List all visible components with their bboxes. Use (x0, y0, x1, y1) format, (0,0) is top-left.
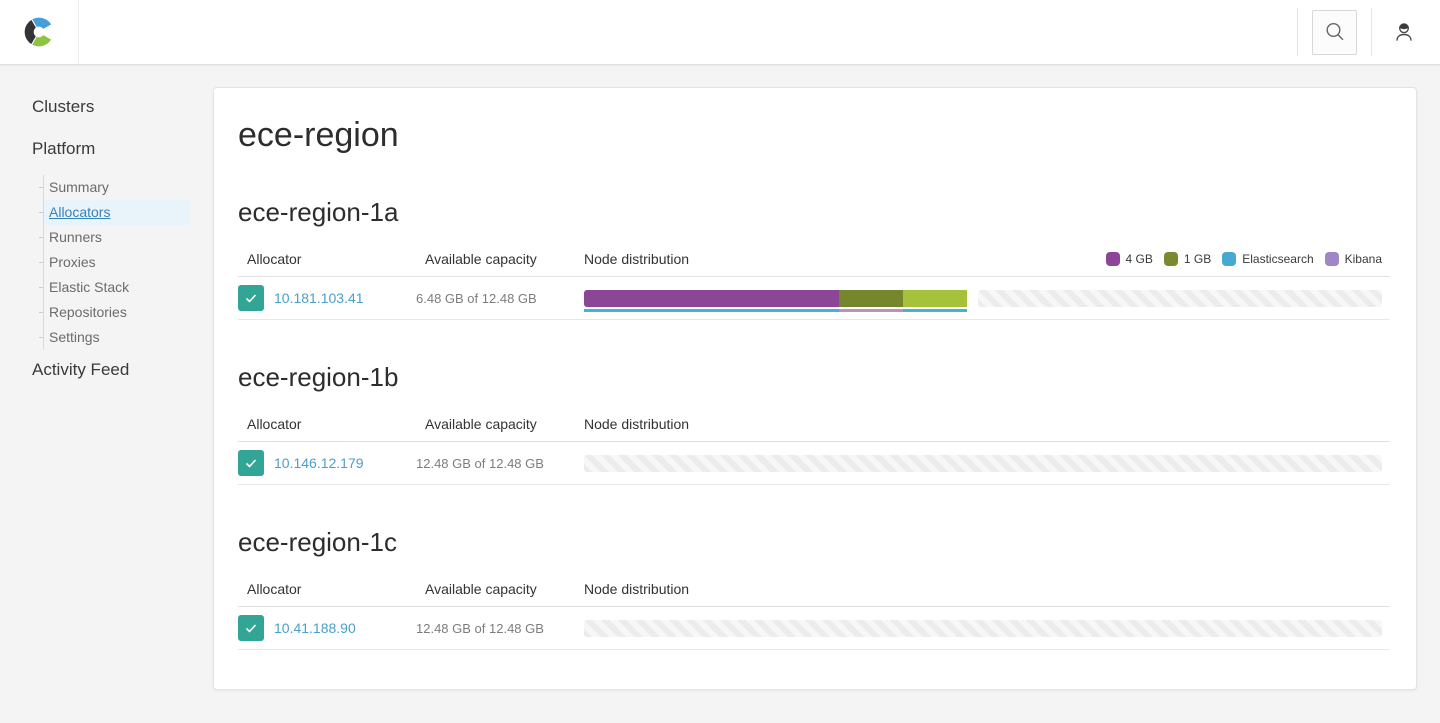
table-row: 10.146.12.179 12.48 GB of 12.48 GB (238, 442, 1390, 485)
node-type-underline (584, 308, 840, 312)
sidebar-item-elastic-stack[interactable]: Elastic Stack (39, 275, 190, 300)
column-header-node-distribution: Node distribution (584, 250, 690, 267)
node-distribution-cell (575, 289, 1390, 312)
sidebar-item-clusters[interactable]: Clusters (32, 97, 95, 116)
sidebar-submenu: Summary Allocators Runners Proxies Elastic S… (39, 175, 213, 350)
content-card: ece-region ece-region-1a Allocator Availab… (213, 87, 1417, 690)
legend-label: 4 GB (1125, 251, 1153, 266)
column-header-capacity: Available capacity (425, 580, 537, 597)
node-distribution-cell (575, 454, 1390, 472)
node-distribution-bar (584, 619, 1382, 637)
available-capacity: 12.48 GB of 12.48 GB (416, 620, 544, 636)
sidebar-item-platform[interactable]: Platform (32, 139, 96, 158)
top-bar (0, 0, 1440, 65)
user-icon (1396, 23, 1412, 41)
sidebar-item-runners[interactable]: Runners (39, 225, 190, 250)
legend-swatch (1163, 251, 1178, 266)
legend-label: Kibana (1344, 251, 1382, 266)
user-menu-button[interactable] (1392, 20, 1416, 44)
legend-item: Kibana (1324, 251, 1382, 266)
node-type-underline (839, 308, 904, 312)
topbar-divider (1371, 8, 1372, 56)
search-button[interactable] (1312, 9, 1357, 55)
legend-item: 1 GB (1163, 251, 1212, 266)
allocator-cell: 10.181.103.41 (238, 285, 416, 311)
table-row: 10.41.188.90 12.48 GB of 12.48 GB (238, 607, 1390, 650)
node-segment-4gb-elasticsearch (584, 289, 840, 312)
column-header-allocator: Allocator (247, 580, 302, 597)
sidebar: Clusters Platform Summary Allocators Runners… (0, 65, 213, 723)
topbar-controls (1297, 0, 1440, 64)
allocator-ip-link[interactable]: 10.146.12.179 (274, 455, 364, 471)
table-header-row: Allocator Available capacity Node distribu… (238, 406, 1390, 442)
allocator-ip-link[interactable]: 10.181.103.41 (274, 290, 364, 306)
allocator-cell: 10.146.12.179 (238, 450, 416, 476)
zone-title: ece-region-1b (238, 362, 399, 392)
available-capacity: 6.48 GB of 12.48 GB (416, 290, 537, 306)
column-header-allocator: Allocator (247, 250, 302, 267)
sidebar-item-settings[interactable]: Settings (39, 325, 190, 350)
free-capacity-stripes (584, 619, 1382, 637)
sidebar-item-activity-feed[interactable]: Activity Feed (32, 360, 130, 379)
zone-title: ece-region-1c (238, 527, 397, 557)
node-legend: 4 GB 1 GB Elasticsearch Kibana (1095, 251, 1390, 266)
status-ok-icon (238, 615, 264, 641)
legend-swatch (1105, 251, 1120, 266)
search-icon (1325, 22, 1343, 41)
column-header-capacity: Available capacity (425, 250, 537, 267)
sidebar-item-repositories[interactable]: Repositories (39, 300, 190, 325)
free-capacity-stripes (584, 454, 1382, 472)
allocator-cell: 10.41.188.90 (238, 615, 416, 641)
node-type-underline (903, 308, 968, 312)
node-distribution-cell (575, 619, 1390, 637)
free-capacity-stripes (978, 289, 1382, 307)
column-header-capacity: Available capacity (425, 415, 537, 432)
zones-container: ece-region-1a Allocator Available capacity… (238, 197, 1390, 650)
legend-swatch (1222, 251, 1237, 266)
column-header-allocator: Allocator (247, 415, 302, 432)
status-ok-icon (238, 450, 264, 476)
table-header-row: Allocator Available capacity Node distribu… (238, 241, 1390, 277)
node-distribution-bar (584, 289, 1382, 312)
column-header-node-distribution: Node distribution (584, 580, 690, 597)
status-ok-icon (238, 285, 264, 311)
available-capacity: 12.48 GB of 12.48 GB (416, 455, 544, 471)
legend-item: 4 GB (1105, 251, 1153, 266)
page-title: ece-region (238, 116, 399, 154)
node-distribution-bar (584, 454, 1382, 472)
table-row: 10.181.103.41 6.48 GB of 12.48 GB (238, 277, 1390, 320)
node-segment-1gb-kibana (839, 289, 904, 312)
sidebar-item-proxies[interactable]: Proxies (39, 250, 190, 275)
allocator-ip-link[interactable]: 10.41.188.90 (274, 620, 356, 636)
sidebar-item-allocators[interactable]: Allocators (39, 200, 190, 225)
topbar-divider (1297, 8, 1298, 56)
table-header-row: Allocator Available capacity Node distribu… (238, 571, 1390, 607)
elastic-cloud-logo-icon (23, 16, 53, 48)
topbar-spacer (79, 0, 1297, 64)
legend-label: Elasticsearch (1242, 251, 1314, 266)
legend-label: 1 GB (1183, 251, 1212, 266)
legend-swatch (1324, 251, 1339, 266)
column-header-node-distribution: Node distribution (584, 415, 690, 432)
legend-item: Elasticsearch (1222, 251, 1314, 266)
app-logo[interactable] (0, 0, 79, 64)
node-segment-1gb-elasticsearch (903, 289, 968, 312)
sidebar-item-summary[interactable]: Summary (39, 175, 190, 200)
zone-title: ece-region-1a (238, 197, 399, 227)
